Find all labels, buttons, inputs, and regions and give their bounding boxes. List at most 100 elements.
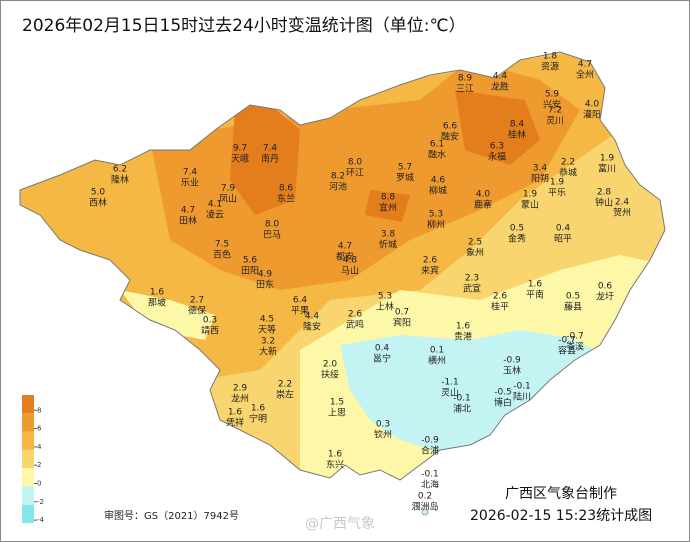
station-name: 永福 [488, 151, 506, 163]
station-value: 1.5 [330, 398, 344, 408]
station-value: 1.8 [543, 52, 558, 62]
station-value: 9.7 [233, 144, 247, 154]
station-value: 3.2 [261, 337, 275, 347]
station-name: 钟山 [595, 197, 613, 209]
station-name: 邕宁 [373, 353, 391, 365]
station-value: 1.9 [523, 190, 538, 200]
station-name: 金秀 [508, 233, 526, 245]
station-value: 2.9 [233, 384, 248, 394]
station-value: 8.4 [510, 120, 525, 130]
station-name: 贵港 [454, 331, 472, 343]
station-name: 百色 [213, 249, 231, 261]
island [421, 508, 429, 516]
station-name: 南丹 [261, 153, 279, 165]
station-value: 1.6 [528, 280, 543, 290]
station-name: 容县 [558, 345, 576, 357]
station-name: 平果 [291, 306, 309, 317]
station-value: 8.0 [348, 158, 363, 168]
station-value: 4.0 [585, 100, 600, 110]
station-name: 东兴 [326, 459, 344, 471]
station-name: 兴安 [543, 99, 561, 111]
station-value: 2.8 [597, 188, 612, 198]
station-name: 乐业 [181, 177, 199, 189]
station-name: 田阳 [241, 266, 259, 277]
station-value: 1.9 [600, 154, 615, 164]
station-name: 全州 [576, 69, 594, 81]
station-name: 罗城 [396, 173, 414, 184]
station-value: 4.0 [476, 190, 491, 200]
station-value: 0.5 [510, 224, 524, 234]
station-value: -1.1 [441, 378, 459, 388]
station-name: 那坡 [148, 297, 166, 309]
station-name: 河池 [329, 181, 347, 193]
title: 2026年02月15日15时过去24小时变温统计图（单位:℃） [22, 16, 466, 36]
station-name: 上思 [328, 408, 346, 419]
station-name: 龙州 [231, 393, 249, 405]
station-name: 灌阳 [583, 109, 601, 121]
station-name: 西林 [89, 197, 107, 209]
station-value: 6.4 [293, 296, 308, 306]
legend-tick-label: -4 [37, 516, 45, 524]
station-value: 0.3 [203, 316, 217, 326]
station-value: 0.5 [566, 292, 580, 302]
timestamp: 2026-02-15 15:23统计成图 [470, 508, 652, 524]
station-value: 6.3 [490, 142, 504, 152]
station-name: 三江 [456, 84, 474, 95]
station-name: 钦州 [374, 429, 392, 441]
station-value: 1.6 [150, 288, 165, 298]
station-name: 阳朔 [531, 173, 549, 185]
temperature-zone [340, 330, 600, 455]
station-value: 7.9 [221, 184, 236, 194]
legend-swatch [22, 504, 34, 524]
station-value: 0.4 [556, 224, 571, 234]
station-name: 恭城 [559, 168, 577, 179]
temperature-zone [455, 90, 540, 165]
station-value: 5.7 [398, 163, 412, 173]
station-value: 4.6 [431, 176, 446, 186]
station-value: -0.7 [558, 336, 576, 346]
temperature-zone [350, 420, 400, 470]
station-name: 藤县 [564, 301, 582, 313]
station-name: 柳城 [429, 185, 447, 197]
station-name: 田东 [256, 279, 274, 291]
station-name: 龙胜 [491, 81, 509, 93]
station-value: 1.6 [228, 408, 243, 418]
station-value: 1.6 [456, 322, 471, 332]
station-value: 6.6 [443, 122, 458, 132]
legend-tick-label: 0 [37, 480, 41, 488]
station-name: 宁明 [249, 413, 267, 425]
station-name: 隆林 [111, 174, 129, 186]
station-name: 柳州 [427, 219, 445, 231]
station-name: 凭祥 [226, 417, 244, 429]
station-value: 5.3 [429, 210, 443, 220]
station-value: 0.2 [418, 492, 432, 502]
station-value: 2.7 [190, 296, 204, 306]
station-value: 2.5 [468, 238, 482, 248]
temperature-zone [120, 290, 215, 340]
station-value: 8.0 [265, 220, 280, 230]
station-value: -0.9 [503, 356, 521, 366]
station-name: 蒙山 [521, 199, 539, 211]
station-value: 4.8 [343, 256, 358, 266]
station-value: 2.3 [465, 274, 479, 284]
station-name: 东兰 [277, 193, 295, 205]
station-name: 巴马 [263, 230, 281, 241]
legend-tick-label: 4 [37, 443, 42, 451]
station-value: -0.1 [453, 394, 471, 404]
station-name: 平南 [526, 289, 544, 301]
legend-swatch [22, 395, 34, 414]
station-value: 4.7 [578, 60, 592, 70]
station-value: 7.5 [215, 240, 229, 250]
station-value: 7.4 [263, 144, 278, 154]
station-name: 灵川 [546, 116, 564, 127]
station-value: 8.8 [381, 193, 396, 203]
station-value: 2.2 [278, 380, 292, 390]
station-name: 浦北 [453, 403, 471, 415]
station-name: 宜州 [379, 202, 397, 214]
station-name: 武鸣 [346, 319, 364, 331]
station-name: 武宣 [463, 283, 481, 295]
station-name: 横州 [428, 355, 446, 367]
station-name: 桂平 [491, 301, 509, 313]
station-value: 3.8 [381, 230, 396, 240]
station-value: 4.1 [208, 200, 222, 210]
